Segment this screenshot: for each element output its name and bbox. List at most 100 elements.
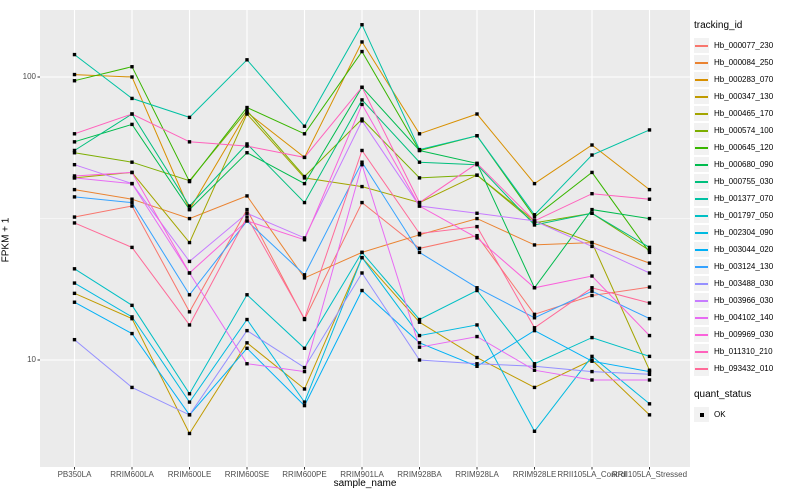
data-point	[72, 195, 77, 199]
x-tick-label: RRIM600SE	[224, 470, 270, 479]
data-point	[245, 151, 249, 155]
data-point	[187, 323, 192, 327]
data-point	[590, 170, 594, 175]
data-point	[360, 148, 364, 153]
data-point	[302, 124, 307, 128]
data-point	[532, 221, 537, 225]
legend-line-icon	[695, 129, 708, 132]
legend-key	[694, 191, 709, 206]
data-point	[187, 310, 192, 314]
legend-line-icon	[695, 248, 708, 251]
legend-item-label: Hb_000680_090	[714, 160, 774, 169]
data-point	[475, 355, 479, 360]
data-point	[245, 317, 249, 322]
data-point	[417, 246, 422, 251]
legend-item: Hb_004102_140	[694, 309, 800, 326]
data-point	[187, 431, 192, 436]
data-point	[590, 354, 594, 359]
data-point	[590, 191, 594, 196]
data-point	[417, 200, 422, 205]
data-point	[187, 259, 192, 264]
data-point	[360, 102, 364, 107]
data-point	[302, 369, 307, 374]
data-point	[532, 368, 537, 372]
data-point	[72, 215, 77, 219]
data-point	[130, 112, 134, 116]
data-point	[590, 244, 594, 249]
data-point	[302, 316, 307, 321]
legend-line-icon	[695, 214, 708, 217]
data-point	[532, 181, 537, 186]
legend-item-label: Hb_001377_070	[714, 194, 774, 203]
legend-key	[694, 38, 709, 53]
legend-line-icon	[695, 112, 708, 115]
legend-title-tracking-id: tracking_id	[694, 20, 743, 31]
data-point	[647, 261, 652, 265]
data-point	[532, 328, 537, 333]
legend-key	[694, 344, 709, 359]
data-point	[302, 365, 307, 370]
legend-line-icon	[695, 78, 708, 81]
data-point	[532, 286, 537, 290]
data-point	[532, 385, 537, 390]
data-point	[245, 211, 249, 215]
data-point	[417, 204, 422, 208]
legend-item: Hb_000755_030	[694, 173, 800, 190]
legend-key	[694, 140, 709, 155]
data-point	[475, 286, 479, 290]
legend-item-label: Hb_002304_090	[714, 228, 774, 237]
data-point	[360, 184, 364, 189]
data-point	[475, 362, 479, 366]
data-point	[245, 58, 249, 62]
data-point	[245, 219, 249, 223]
data-point	[532, 326, 537, 330]
data-point	[532, 429, 537, 433]
x-tick-label: RRII105LA_Stressed	[611, 470, 688, 479]
legend-item: Hb_011310_210	[694, 343, 800, 360]
data-point	[590, 289, 594, 293]
legend-item-label: Hb_000084_250	[714, 58, 774, 67]
legend-key	[694, 106, 709, 121]
legend-item-label: Hb_001797_050	[714, 211, 774, 220]
data-point	[130, 181, 134, 186]
data-point	[302, 174, 307, 179]
data-point	[302, 238, 307, 242]
data-point	[417, 320, 422, 324]
data-point	[475, 224, 479, 229]
data-point	[187, 204, 192, 208]
legend-item-label: Hb_003966_030	[714, 296, 774, 305]
data-point	[245, 109, 249, 113]
data-point	[647, 402, 652, 406]
data-point	[72, 300, 77, 304]
x-tick-label: RRIM928LA	[455, 470, 499, 479]
legend: tracking_id Hb_000077_230 Hb_000084_250 Hb…	[694, 20, 800, 423]
legend-item: Hb_002304_090	[694, 224, 800, 241]
data-point	[475, 334, 479, 339]
legend-item: Hb_000465_170	[694, 105, 800, 122]
data-point	[72, 337, 77, 342]
data-point	[130, 65, 134, 69]
data-point	[187, 240, 192, 245]
data-point	[302, 346, 307, 350]
x-tick-label: RRIM928LE	[512, 470, 557, 479]
data-point	[475, 364, 479, 369]
data-point	[245, 144, 249, 148]
data-point	[302, 236, 307, 240]
data-point	[130, 303, 134, 308]
data-point	[360, 200, 364, 205]
data-point	[417, 132, 422, 136]
y-axis-title: FPKM + 1	[0, 217, 12, 263]
data-point	[130, 160, 134, 164]
legend-item: Hb_003966_030	[694, 292, 800, 309]
data-point	[475, 236, 479, 240]
data-point	[417, 231, 422, 236]
legend-item-label: Hb_003124_130	[714, 262, 774, 271]
data-point	[72, 267, 77, 271]
data-point	[302, 181, 307, 186]
legend-line-icon	[695, 44, 708, 47]
data-point	[72, 148, 77, 153]
data-point	[532, 243, 537, 247]
data-point	[302, 155, 307, 160]
